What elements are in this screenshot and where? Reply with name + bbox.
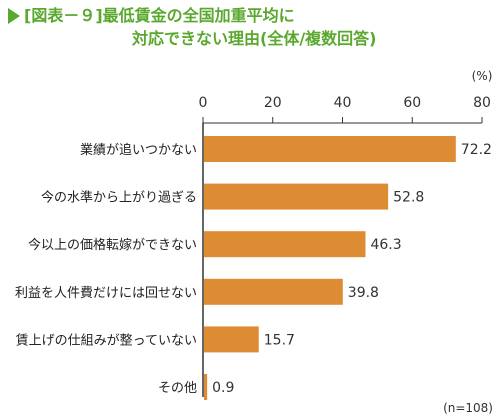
- category-label: 賃上げの仕組みが整っていない: [16, 333, 197, 348]
- bar: [204, 326, 259, 353]
- bar: [204, 136, 456, 162]
- sample-size-note: (n=108): [443, 401, 493, 415]
- value-label: 72.2: [461, 142, 492, 158]
- value-label: 46.3: [370, 237, 401, 253]
- unit-label: (%): [472, 69, 493, 83]
- chart-title-line-2: 対応できない理由(全体/複数回答): [132, 29, 377, 48]
- value-label: 15.7: [264, 332, 295, 348]
- x-axis-ticks: 0 20 40 60 80: [199, 95, 491, 123]
- bars: 業績が追いつかない 72.2 今の水準から上がり過ぎる 52.8 今以上の価格転嫁ができ…: [15, 136, 492, 400]
- bar: [204, 278, 343, 305]
- category-label: 今の水準から上がり過ぎる: [41, 190, 197, 206]
- value-label: 39.8: [348, 285, 379, 301]
- bar: [204, 374, 208, 400]
- category-label: 利益を人件費だけには回せない: [15, 286, 197, 301]
- bar: [204, 231, 366, 258]
- category-label: 業績が追いつかない: [80, 142, 197, 158]
- x-tick-label: 40: [334, 95, 352, 111]
- x-tick-label: 0: [199, 95, 208, 111]
- x-tick-label: 80: [473, 95, 491, 111]
- category-label: 今以上の価格転嫁ができない: [28, 237, 197, 253]
- value-label: 52.8: [393, 190, 424, 206]
- chart-title-line-1: [図表－９]最低賃金の全国加重平均に: [24, 6, 295, 25]
- x-tick-label: 60: [403, 95, 421, 111]
- bar: [204, 183, 389, 210]
- x-tick-label: 20: [264, 95, 282, 111]
- value-label: 0.9: [212, 380, 234, 396]
- title-triangle-icon: [8, 8, 20, 24]
- category-label: その他: [158, 381, 197, 396]
- chart-title: [図表－９]最低賃金の全国加重平均に 対応できない理由(全体/複数回答): [6, 4, 476, 56]
